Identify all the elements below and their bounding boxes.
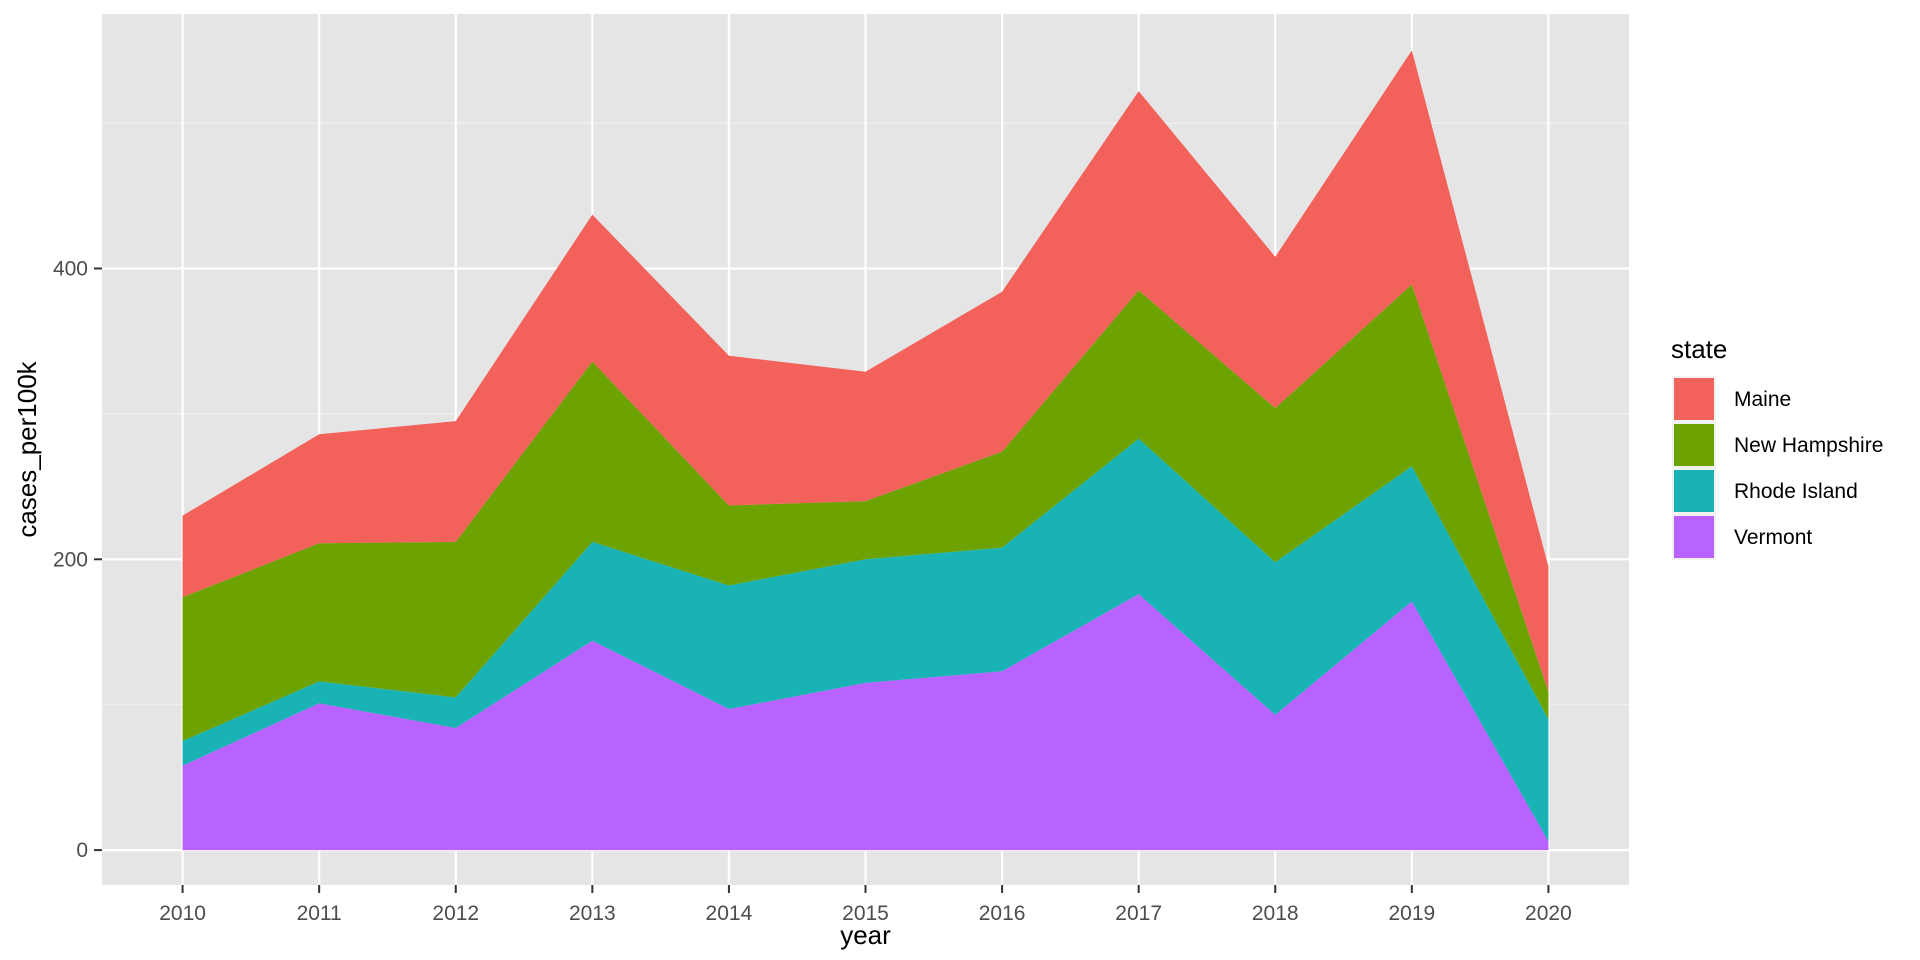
legend-items: Maine New Hampshire Rhode Island Vermont	[1672, 376, 1883, 560]
legend-label-maine: Maine	[1734, 388, 1791, 411]
x-axis-title: year	[840, 920, 891, 950]
x-tick-label: 2020	[1525, 902, 1572, 925]
legend-swatch-rhode-island	[1674, 470, 1714, 512]
x-tick-label: 2014	[706, 902, 753, 925]
legend-swatch-new-hampshire	[1674, 424, 1714, 466]
area-vermont	[182, 594, 1549, 851]
x-tick-label: 2015	[842, 902, 889, 925]
y-tick-label: 400	[53, 257, 88, 280]
legend-label-vermont: Vermont	[1734, 526, 1812, 549]
x-tick-label: 2011	[297, 902, 342, 925]
y-tick-label: 200	[53, 548, 88, 571]
legend: state Maine New Hampshire Rhode Island Verm…	[1671, 334, 1883, 560]
legend-swatch-maine	[1674, 378, 1714, 420]
y-axis: 0 200 400	[53, 257, 102, 862]
x-tick-label: 2019	[1388, 902, 1435, 925]
x-tick-label: 2016	[979, 902, 1026, 925]
y-axis-title: cases_per100k	[12, 360, 42, 537]
area-layers	[182, 50, 1549, 851]
area-rhode-island	[182, 438, 1549, 842]
x-tick-label: 2018	[1252, 902, 1299, 925]
x-tick-label: 2017	[1115, 902, 1162, 925]
y-tick-label: 0	[76, 839, 88, 862]
area-maine	[182, 50, 1549, 692]
legend-label-rhode-island: Rhode Island	[1734, 480, 1858, 503]
legend-title: state	[1671, 334, 1727, 364]
x-axis: 2010 2011 2012 2013 2014 2015 2016 2017 2018 2019…	[159, 885, 1572, 925]
area-new-hampshire	[182, 284, 1549, 742]
x-tick-label: 2013	[569, 902, 616, 925]
x-tick-label: 2010	[159, 902, 206, 925]
x-tick-label: 2012	[432, 902, 479, 925]
legend-swatch-vermont	[1674, 516, 1714, 558]
legend-label-new-hampshire: New Hampshire	[1734, 434, 1883, 457]
